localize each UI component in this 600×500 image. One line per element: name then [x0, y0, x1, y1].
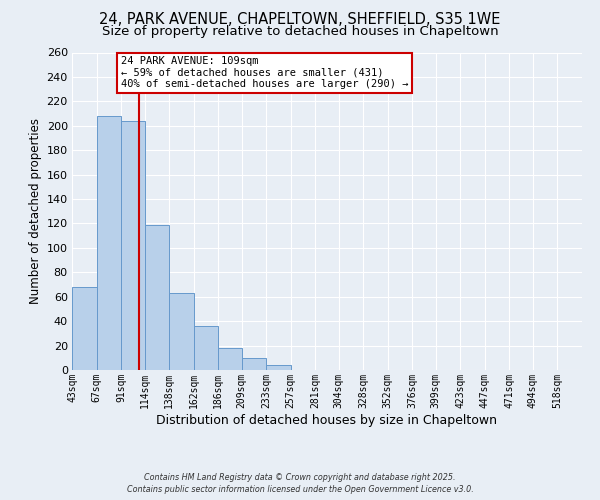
Y-axis label: Number of detached properties: Number of detached properties [29, 118, 43, 304]
Bar [72, 287, 97, 370]
Bar [97, 116, 121, 370]
Bar [121, 121, 145, 370]
Bar [194, 326, 218, 370]
Text: Contains HM Land Registry data © Crown copyright and database right 2025.
Contai: Contains HM Land Registry data © Crown c… [127, 473, 473, 494]
Bar [169, 293, 194, 370]
Text: Size of property relative to detached houses in Chapeltown: Size of property relative to detached ho… [101, 25, 499, 38]
Bar [266, 365, 291, 370]
Text: 24 PARK AVENUE: 109sqm
← 59% of detached houses are smaller (431)
40% of semi-de: 24 PARK AVENUE: 109sqm ← 59% of detached… [121, 56, 409, 90]
Text: 24, PARK AVENUE, CHAPELTOWN, SHEFFIELD, S35 1WE: 24, PARK AVENUE, CHAPELTOWN, SHEFFIELD, … [100, 12, 500, 28]
X-axis label: Distribution of detached houses by size in Chapeltown: Distribution of detached houses by size … [157, 414, 497, 426]
Bar [242, 358, 266, 370]
Bar [145, 224, 169, 370]
Bar [218, 348, 242, 370]
